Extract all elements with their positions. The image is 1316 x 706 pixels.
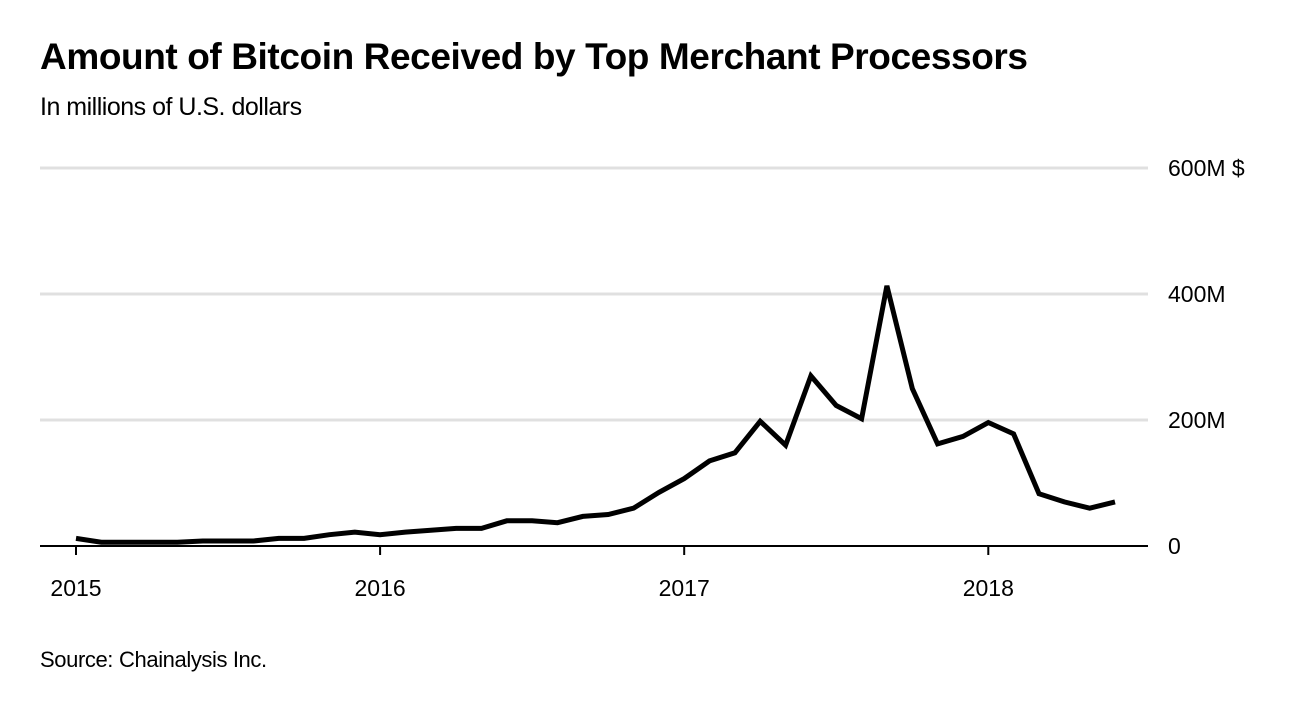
y-tick-label: 400M [1168,281,1226,307]
data-point [836,405,837,406]
data-point [430,530,431,531]
data-point [684,478,685,479]
data-point [304,538,305,539]
gridlines [40,166,1148,422]
data-point [861,418,862,419]
data-point [329,534,330,535]
series-layer [75,285,1116,545]
data-point [734,452,735,453]
data-point [785,445,786,446]
data-point [481,528,482,529]
data-point [709,460,710,461]
line-chart: 0 200M 400M 600M $ 2015 2016 2017 2018 [40,155,1245,601]
source-note: Source: Chainalysis Inc. [40,645,267,675]
y-axis-labels: 0 200M 400M 600M $ [1168,155,1245,559]
x-axis-labels: 2015 2016 2017 2018 [50,575,1013,601]
data-point [278,538,279,539]
data-point [658,492,659,493]
data-point [886,285,887,286]
data-point [177,542,178,543]
x-axis [40,545,1148,555]
data-point [633,508,634,509]
data-point [1089,508,1090,509]
data-point [912,388,913,389]
data-point [937,443,938,444]
data-point [532,520,533,521]
data-point [1038,493,1039,494]
data-point [988,422,989,423]
series-line [75,285,1116,545]
data-point [506,520,507,521]
y-tick-label: 0 [1168,533,1181,559]
data-point [608,514,609,515]
data-point [810,375,811,376]
data-point [253,540,254,541]
data-point [1064,501,1065,502]
data-point [582,516,583,517]
data-point [557,522,558,523]
data-point [152,542,153,543]
data-point [405,532,406,533]
data-point [456,528,457,529]
data-point [1115,501,1116,502]
x-tick-label: 2016 [355,575,406,601]
source-label: Source: [40,647,114,672]
y-tick-label: 600M $ [1168,155,1245,181]
data-point [1013,433,1014,434]
chart-title: Amount of Bitcoin Received by Top Mercha… [40,36,1028,77]
data-point [76,538,77,539]
data-point [760,421,761,422]
data-point [962,436,963,437]
data-point [228,540,229,541]
x-tick-label: 2015 [50,575,101,601]
data-point [354,532,355,533]
data-point [126,542,127,543]
x-tick-label: 2017 [659,575,710,601]
source-text: Chainalysis Inc. [119,647,267,672]
data-point [380,534,381,535]
x-tick-label: 2018 [963,575,1014,601]
chart-subtitle: In millions of U.S. dollars [40,93,302,121]
data-point [202,540,203,541]
y-tick-label: 200M [1168,407,1226,433]
data-point [101,542,102,543]
